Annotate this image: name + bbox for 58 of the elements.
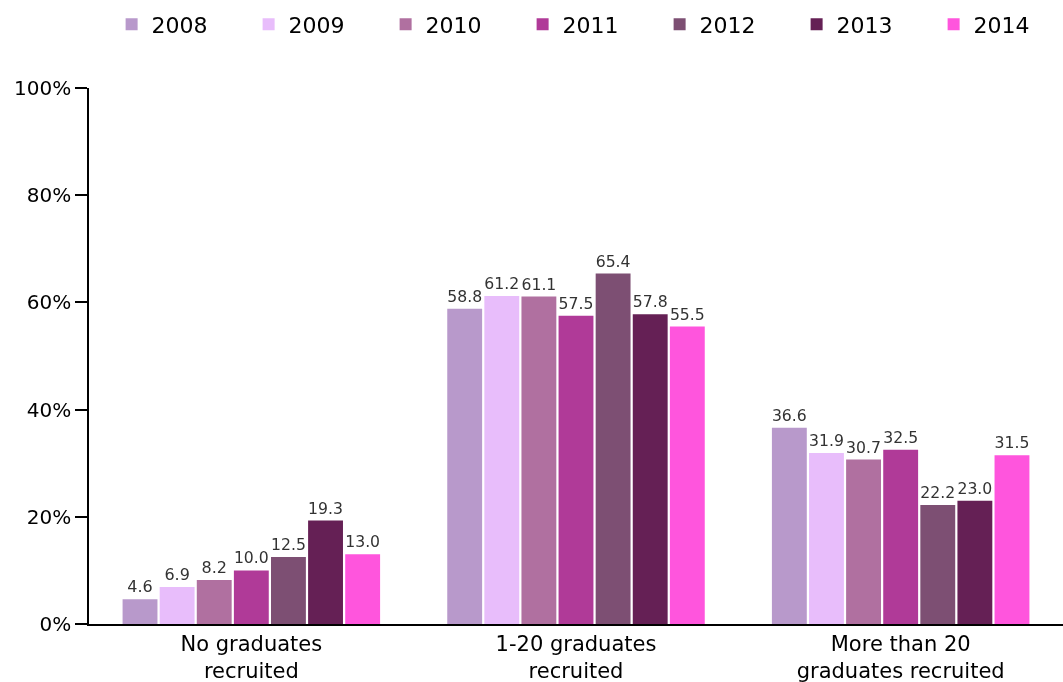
bar xyxy=(883,449,919,624)
data-label: 58.8 xyxy=(447,286,483,306)
legend-label: 2010 xyxy=(425,12,482,38)
data-label: 61.2 xyxy=(484,274,520,294)
bar xyxy=(308,520,343,624)
data-label: 8.2 xyxy=(201,558,227,578)
bar xyxy=(122,599,158,624)
data-label: 13.0 xyxy=(345,532,381,552)
y-tick-label: 100% xyxy=(14,76,72,100)
bar xyxy=(771,427,807,624)
bar xyxy=(920,505,956,624)
legend-label: 2013 xyxy=(836,12,893,38)
bar xyxy=(632,314,668,624)
bar xyxy=(809,453,844,624)
legend-label: 2011 xyxy=(562,12,619,38)
y-tick-label: 80% xyxy=(26,183,72,208)
bar xyxy=(521,296,557,624)
y-tick-label: 0% xyxy=(39,612,72,636)
data-label: 4.6 xyxy=(127,577,153,597)
data-label: 19.3 xyxy=(308,498,343,518)
bar xyxy=(159,587,195,624)
y-tick-label: 40% xyxy=(26,397,72,422)
bar xyxy=(558,315,594,624)
data-label: 30.7 xyxy=(846,437,881,457)
bar xyxy=(957,500,993,624)
data-label: 36.6 xyxy=(771,405,807,425)
bar xyxy=(994,455,1030,624)
x-tick-label: No graduates recruited xyxy=(180,631,323,682)
legend-label: 2014 xyxy=(973,12,1030,38)
legend-label: 2012 xyxy=(699,12,756,38)
bar xyxy=(669,326,705,624)
y-tick-label: 20% xyxy=(26,504,72,529)
data-label: 6.9 xyxy=(164,565,190,585)
data-label: 12.5 xyxy=(271,535,306,555)
legend-label: 2009 xyxy=(288,12,345,38)
data-label: 65.4 xyxy=(595,251,631,271)
y-tick-label: 60% xyxy=(26,290,72,315)
data-label: 23.0 xyxy=(957,478,993,498)
data-label: 31.9 xyxy=(809,431,844,451)
data-label: 22.2 xyxy=(920,483,956,503)
data-label: 61.1 xyxy=(521,274,557,294)
bar xyxy=(233,570,269,624)
data-label: 57.5 xyxy=(558,293,594,313)
data-label: 32.5 xyxy=(883,427,919,447)
bar xyxy=(271,557,306,624)
x-tick-label: More than 20 graduates recruited xyxy=(796,631,1005,682)
bar xyxy=(345,554,381,624)
bar xyxy=(595,273,631,624)
data-label: 31.5 xyxy=(994,433,1030,453)
bar xyxy=(846,459,881,624)
x-tick-label: 1-20 graduates recruited xyxy=(495,631,657,682)
bar xyxy=(484,295,520,624)
data-label: 55.5 xyxy=(669,304,705,324)
bar xyxy=(196,580,232,624)
bar xyxy=(447,308,483,624)
data-label: 10.0 xyxy=(233,548,269,568)
data-label: 57.8 xyxy=(632,292,668,312)
legend-label: 2008 xyxy=(151,12,208,38)
